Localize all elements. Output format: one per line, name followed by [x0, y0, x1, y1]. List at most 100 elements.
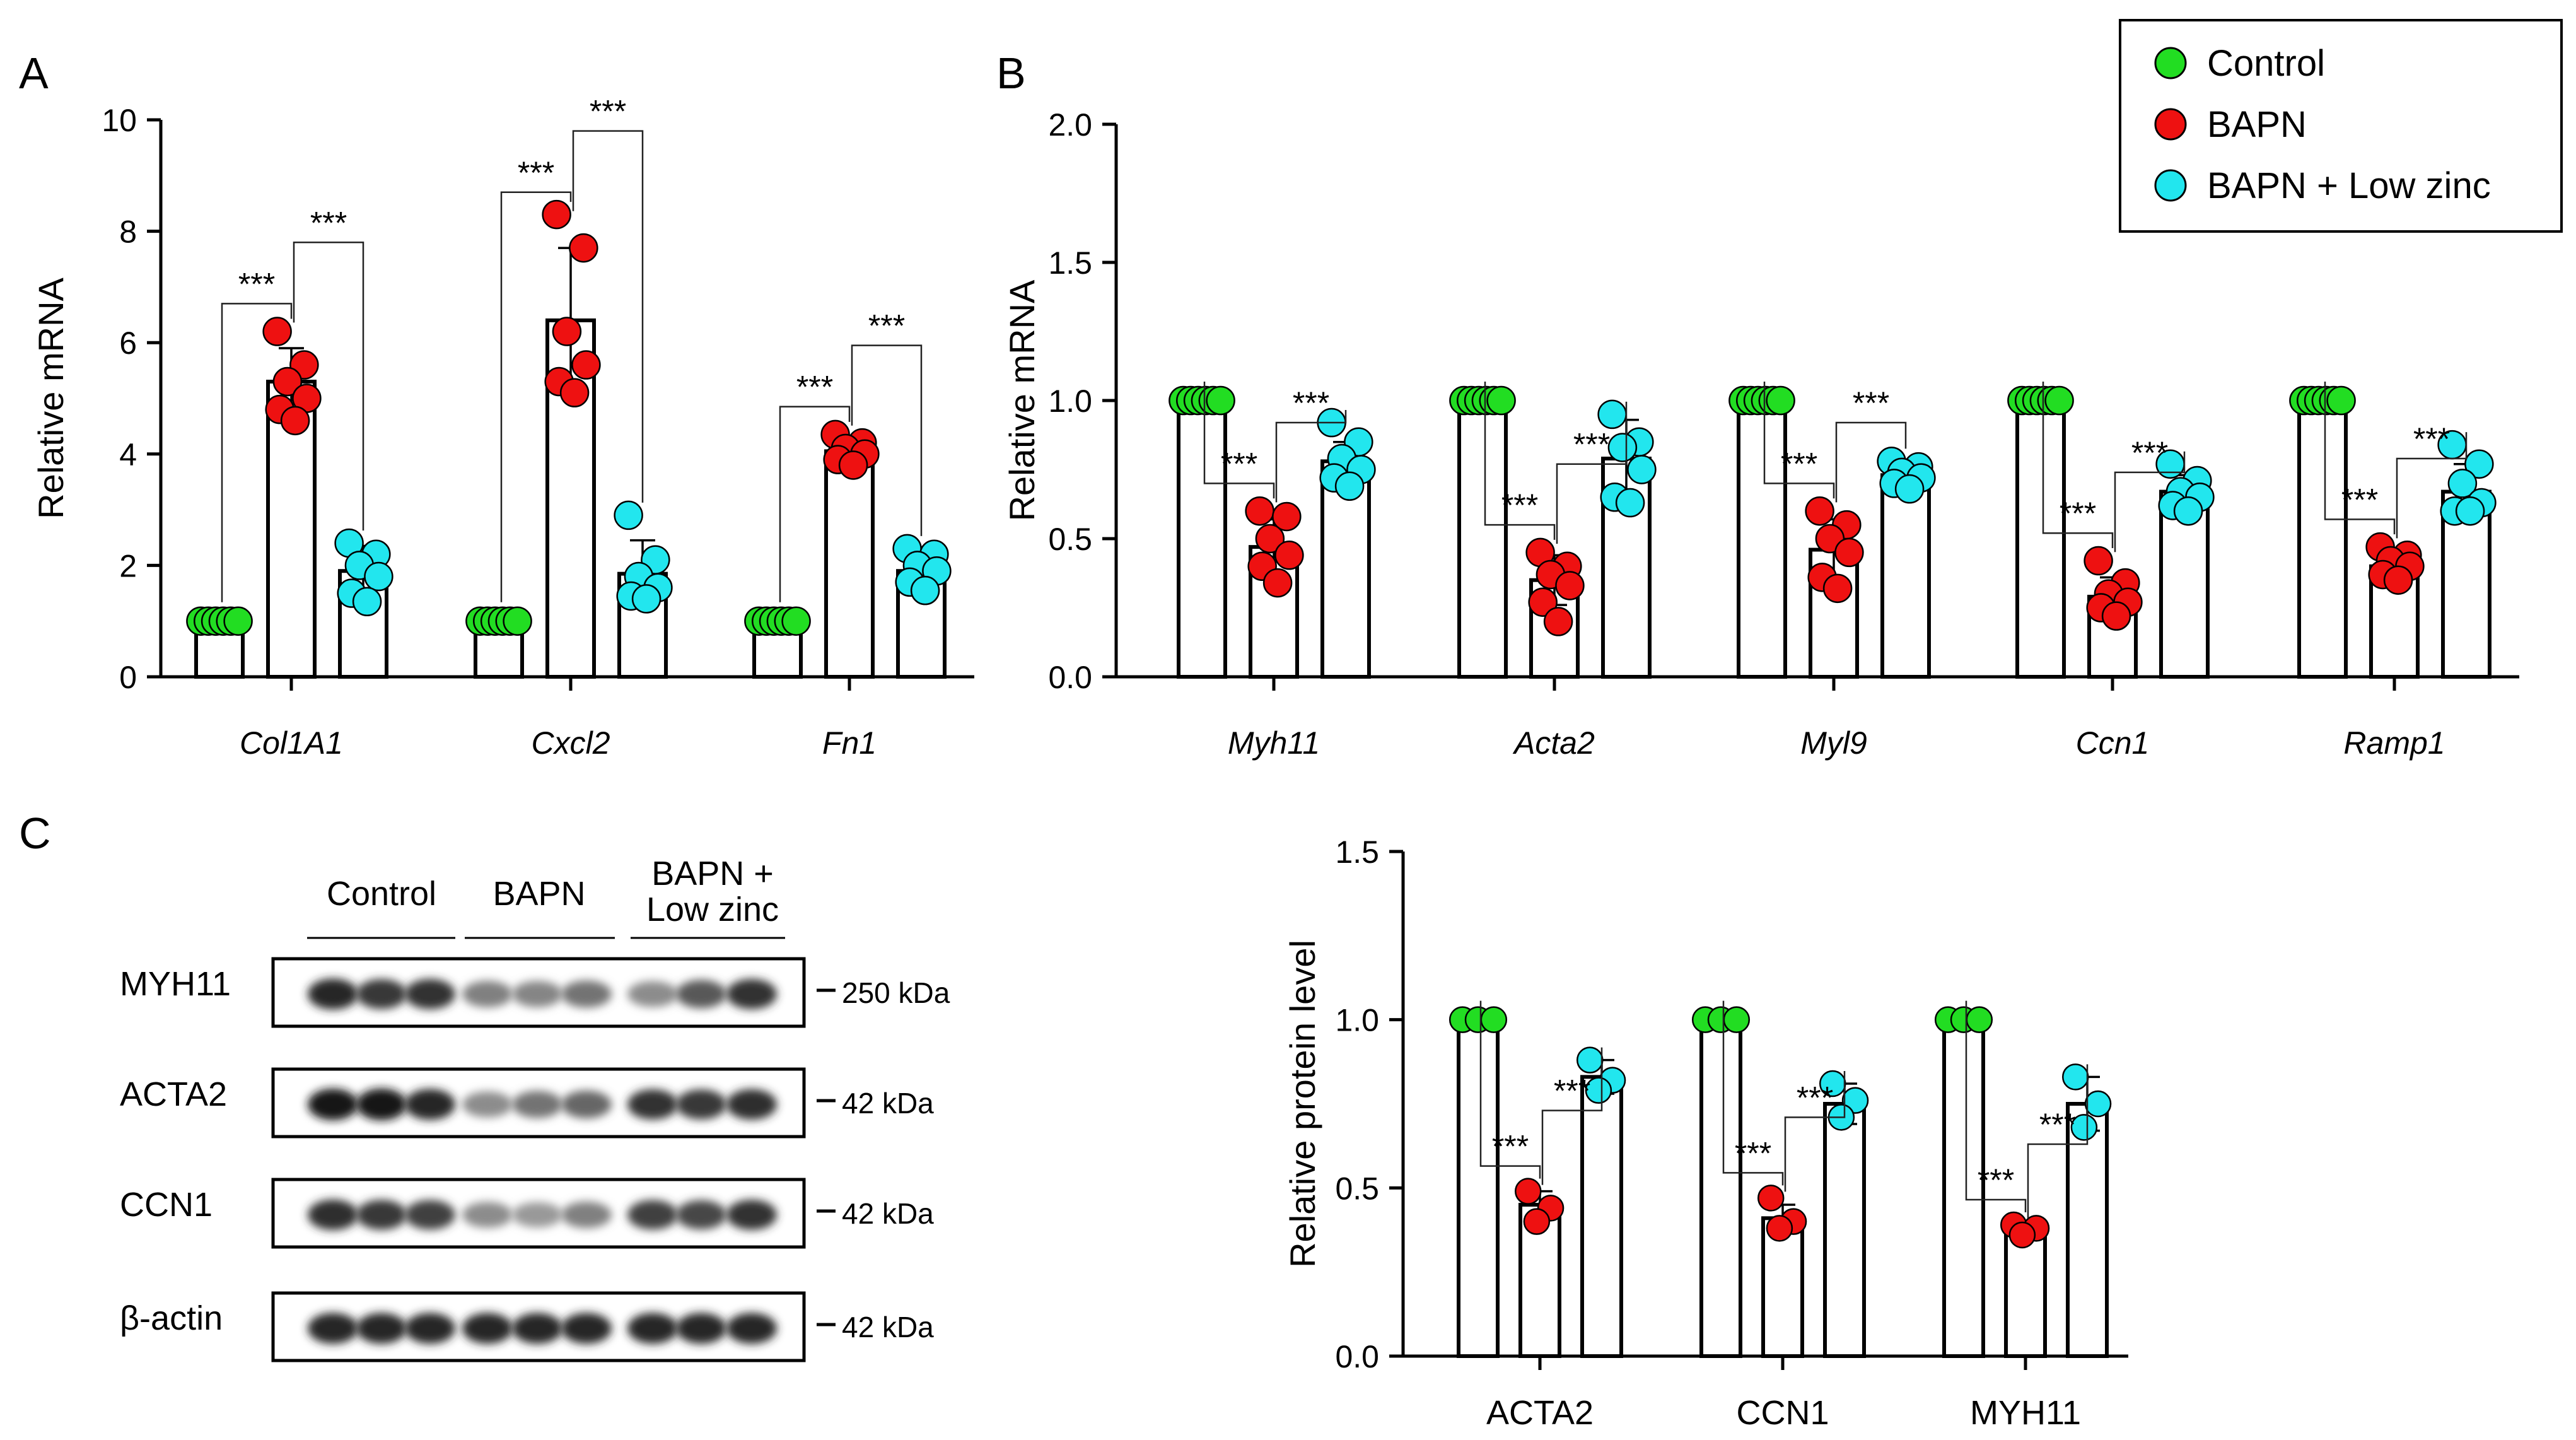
significance-label: *** [796, 370, 833, 405]
significance-bracket [1965, 1000, 2027, 1212]
data-point-bapn-low-zinc [1894, 474, 1925, 504]
data-point-bapn [262, 317, 292, 346]
data-point-bapn [272, 366, 303, 397]
data-point-bapn [571, 350, 601, 380]
x-tick-label-myl9: Myl9 [1800, 725, 1867, 761]
x-tick-label-ramp1: Ramp1 [2343, 725, 2445, 761]
legend-marker-bapn-low-zinc [2154, 169, 2187, 202]
blot-group-label-control: Control [327, 875, 436, 913]
y-tick-label: 2.0 [1048, 107, 1092, 143]
data-point-bapn-low-zinc [1334, 471, 1365, 501]
data-point-bapn-low-zinc [2464, 449, 2494, 479]
significance-bracket [1484, 382, 1556, 540]
blot-band [726, 1200, 777, 1230]
significance-bracket [2324, 382, 2396, 535]
kda-label: 42 kDa [842, 1197, 934, 1230]
blot-band [356, 1313, 407, 1344]
significance-label: *** [2039, 1107, 2076, 1142]
x-tick-label-col1a1: Col1A1 [240, 725, 343, 761]
data-point-bapn [1805, 496, 1834, 526]
blot-protein-label-ccn1: CCN1 [120, 1186, 213, 1224]
y-tick-label: 4 [119, 437, 137, 472]
data-point-bapn [1274, 541, 1304, 570]
y-tick-label: 1.0 [1335, 1003, 1379, 1038]
chart-panel-b: 0.0 0.5 1.0 1.5 2.0 Relative mRNA Myh11 *** *** A… [1002, 107, 2519, 761]
data-point-bapn [1555, 571, 1585, 600]
data-point-bapn-low-zinc [1585, 1077, 1612, 1104]
significance-bracket [2027, 1064, 2089, 1219]
blot-band [405, 1089, 455, 1120]
significance-label: *** [310, 205, 347, 240]
data-point-bapn-low-zinc [1627, 455, 1657, 484]
significance-label: *** [868, 308, 905, 344]
data-point-bapn [569, 233, 598, 263]
blot-band [561, 980, 612, 1008]
data-point-control [1723, 1006, 1751, 1033]
data-point-bapn-low-zinc [2070, 1114, 2098, 1141]
blot-band [356, 979, 407, 1009]
data-point-control [1766, 385, 1795, 416]
significance-label: *** [2060, 496, 2096, 531]
data-point-bapn [1834, 537, 1864, 568]
data-point-bapn-low-zinc [910, 575, 940, 606]
data-point-bapn [559, 378, 590, 407]
data-point-bapn [542, 199, 571, 230]
data-point-control [2326, 385, 2356, 416]
blot-band [308, 1199, 358, 1231]
y-tick-label: 1.5 [1335, 834, 1379, 870]
data-point-bapn [1766, 1215, 1793, 1242]
blot-band [462, 1313, 513, 1344]
blot-protein-label-acta2: ACTA2 [120, 1075, 227, 1113]
data-point-bapn-low-zinc [2173, 496, 2203, 526]
data-point-control [1206, 385, 1235, 416]
y-tick-label: 2 [119, 548, 137, 583]
blot-band [627, 1089, 678, 1120]
y-axis-label: Relative protein level [1283, 940, 1322, 1268]
significance-label: *** [1781, 446, 1817, 481]
panel-label-c: C [19, 809, 51, 858]
data-point-control [1966, 1006, 1993, 1033]
significance-bracket [2114, 451, 2186, 553]
significance-label: *** [1492, 1129, 1529, 1164]
bar-bapn-low-zinc-ccn1 [2159, 489, 2210, 679]
blot-band [462, 1202, 513, 1228]
data-point-control [2044, 385, 2074, 416]
significance-bracket [1275, 410, 1347, 503]
significance-bracket [1784, 1071, 1846, 1192]
data-point-bapn [2383, 565, 2413, 595]
blot-band [512, 981, 562, 1007]
data-point-bapn-low-zinc [2061, 1063, 2089, 1091]
blot-band [676, 1089, 726, 1120]
bar-control-myl9 [1737, 399, 1787, 679]
y-tick-label: 1.5 [1048, 245, 1092, 281]
blot-band [676, 980, 726, 1009]
data-point-bapn [1514, 1178, 1542, 1205]
blot-band [462, 981, 513, 1007]
significance-label: *** [2413, 421, 2450, 457]
data-point-bapn [838, 450, 868, 480]
data-point-bapn [1528, 587, 1558, 617]
data-point-bapn-low-zinc [614, 500, 643, 530]
y-tick-label: 0 [119, 660, 137, 695]
blot-group-label-bapn-plus: BAPN + [651, 855, 774, 893]
significance-bracket [779, 406, 851, 602]
y-axis-label: Relative mRNA [1002, 279, 1042, 521]
data-point-bapn [1822, 573, 1853, 604]
data-point-bapn [1262, 568, 1293, 598]
blot-group-label-low-zinc: Low zinc [646, 891, 779, 928]
data-point-bapn [1543, 607, 1573, 636]
panel-label-b: B [996, 49, 1026, 98]
y-tick-label: 0.0 [1335, 1339, 1379, 1374]
blot-band [676, 1200, 726, 1230]
kda-label: 250 kDa [842, 976, 950, 1009]
data-point-control [223, 606, 253, 636]
legend: Control BAPN BAPN + Low zinc [2119, 19, 2563, 233]
significance-bracket [1722, 1000, 1784, 1186]
y-tick-label: 0.5 [1048, 522, 1092, 557]
blot-band [726, 979, 777, 1009]
bar-bapn-low-zinc-myl9 [1880, 473, 1931, 679]
blot-band [308, 978, 358, 1010]
significance-label: *** [2131, 435, 2168, 471]
blot-band [627, 1200, 678, 1230]
data-point-bapn [2101, 601, 2131, 631]
